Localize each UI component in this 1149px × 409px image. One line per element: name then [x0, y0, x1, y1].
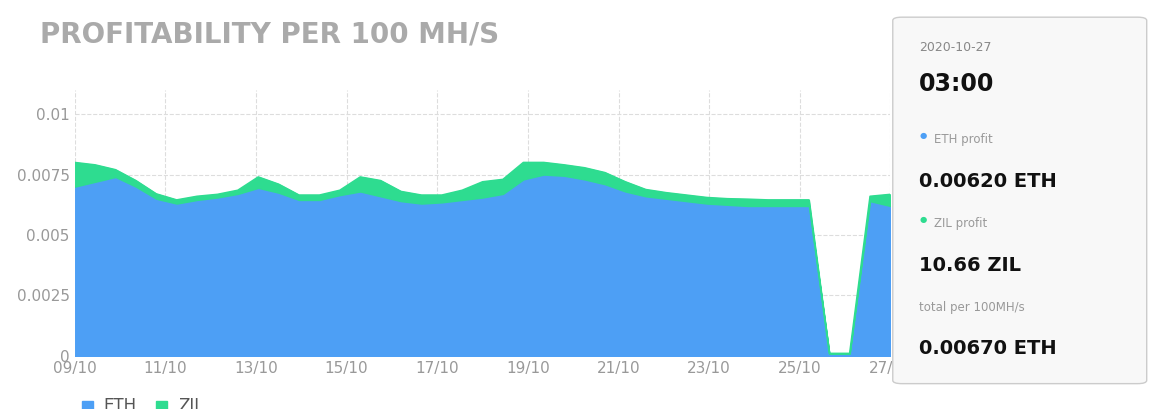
- Text: 10.66 ZIL: 10.66 ZIL: [919, 256, 1021, 274]
- Text: ZIL profit: ZIL profit: [934, 217, 987, 230]
- Text: 0.00620 ETH: 0.00620 ETH: [919, 172, 1057, 191]
- Text: 2020-10-27: 2020-10-27: [919, 41, 992, 54]
- Text: total per 100MH/s: total per 100MH/s: [919, 301, 1025, 314]
- Legend: ETH, ZIL: ETH, ZIL: [75, 391, 210, 409]
- Text: ●: ●: [919, 215, 926, 224]
- Text: ETH profit: ETH profit: [934, 133, 993, 146]
- Text: 03:00: 03:00: [919, 72, 995, 96]
- Text: ●: ●: [919, 131, 926, 140]
- Text: PROFITABILITY PER 100 MH/S: PROFITABILITY PER 100 MH/S: [40, 20, 500, 48]
- Text: 0.00670 ETH: 0.00670 ETH: [919, 339, 1057, 358]
